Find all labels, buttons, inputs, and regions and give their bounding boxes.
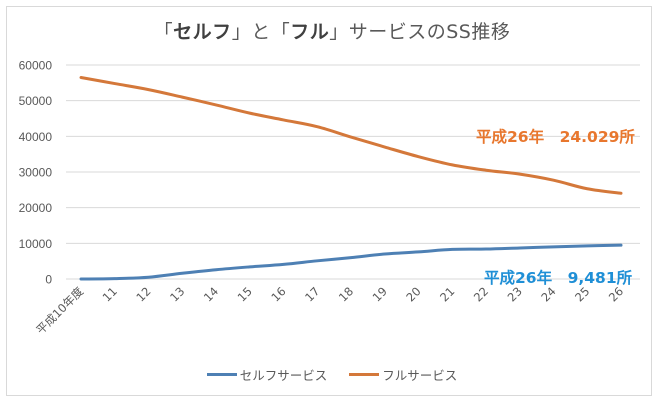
legend-swatch-full-service: [349, 373, 380, 376]
x-tick-label: 18: [336, 284, 356, 304]
chart-legend: セルフサービス フルサービス: [0, 365, 664, 384]
y-tick-label: 20000: [19, 201, 53, 215]
chart-frame: [6, 6, 652, 396]
x-tick-label: 11: [100, 284, 120, 304]
y-tick-label: 50000: [19, 94, 53, 108]
x-tick-label: 平成10年度: [33, 284, 86, 337]
legend-label-full-service: フルサービス: [382, 368, 458, 383]
title-part: 」サービスのSS推移: [329, 21, 511, 43]
y-tick-label: 30000: [19, 166, 53, 180]
x-tick-label: 12: [133, 284, 153, 304]
y-tick-label: 0: [45, 273, 52, 287]
x-tick-label: 19: [370, 284, 390, 304]
title-part-self: セルフ: [173, 21, 232, 43]
title-part-full: フル: [290, 21, 330, 43]
legend-swatch-self-service: [206, 373, 237, 376]
x-tick-label: 14: [201, 284, 221, 304]
full-service-annotation: 平成26年 24.029所: [476, 128, 635, 146]
legend-label-self-service: セルフサービス: [239, 368, 328, 383]
x-tick-label: 20: [403, 284, 423, 304]
y-tick-label: 40000: [19, 130, 53, 144]
x-tick-label: 16: [268, 284, 288, 304]
self-service-annotation: 平成26年 9,481所: [484, 269, 633, 287]
x-tick-label: 15: [235, 284, 255, 304]
legend-item-self-service: セルフサービス: [206, 365, 328, 384]
legend-item-full-service: フルサービス: [349, 365, 457, 384]
y-tick-label: 10000: [19, 237, 53, 251]
y-tick-label: 60000: [19, 59, 53, 73]
self-service-line: [79, 243, 623, 281]
title-part: 「: [153, 21, 174, 43]
full-service-line: [79, 75, 623, 195]
chart-title: 「セルフ」と「フル」サービスのSS推移: [0, 17, 664, 44]
x-tick-label: 13: [167, 284, 187, 304]
x-tick-label: 21: [437, 284, 457, 304]
x-tick-label: 17: [302, 284, 322, 304]
title-part: 」と「: [231, 21, 291, 43]
